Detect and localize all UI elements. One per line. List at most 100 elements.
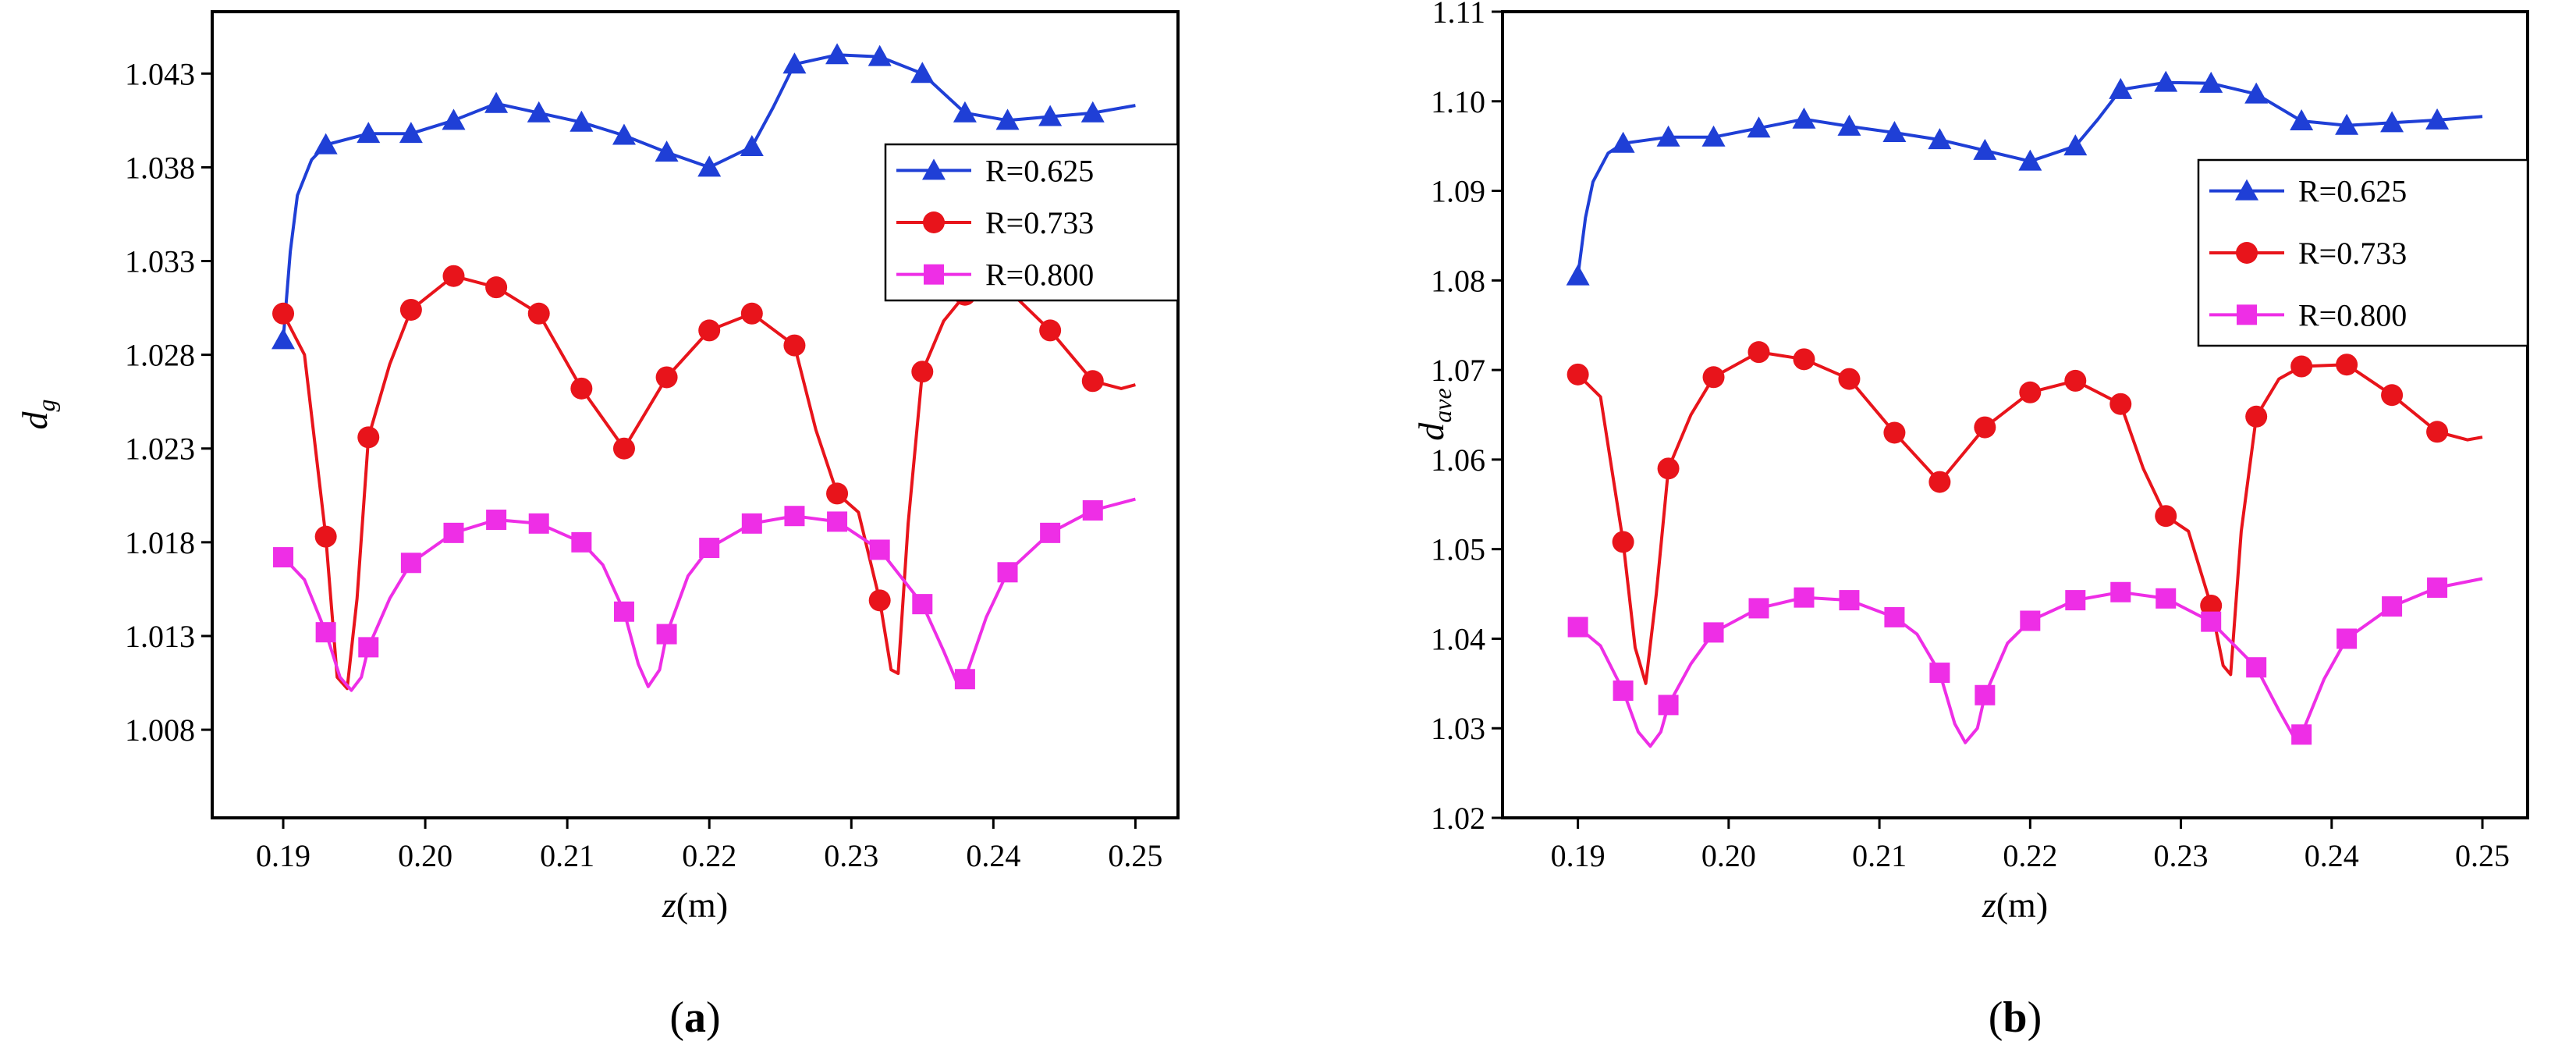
data-point bbox=[443, 522, 464, 543]
data-point bbox=[1566, 264, 1590, 286]
data-point bbox=[1882, 120, 1907, 142]
data-point bbox=[784, 506, 805, 527]
y-tick-label: 1.028 bbox=[125, 338, 195, 373]
data-point bbox=[1974, 416, 1996, 439]
data-point bbox=[315, 622, 336, 643]
y-tick-label: 1.008 bbox=[125, 713, 195, 748]
legend-marker bbox=[922, 158, 946, 180]
y-tick-label: 1.09 bbox=[1431, 174, 1485, 209]
data-point bbox=[911, 361, 934, 383]
data-point bbox=[314, 525, 337, 548]
y-tick-label: 1.013 bbox=[125, 619, 195, 654]
data-point bbox=[1973, 138, 1997, 160]
data-point bbox=[2245, 405, 2268, 428]
data-point bbox=[868, 44, 892, 66]
data-point bbox=[954, 669, 975, 690]
data-point bbox=[1838, 368, 1861, 390]
data-point bbox=[1658, 695, 1679, 716]
series-line bbox=[1577, 577, 2483, 748]
plot-frame bbox=[211, 10, 1180, 819]
data-point bbox=[2425, 108, 2450, 130]
legend-label: R=0.733 bbox=[985, 205, 1094, 240]
data-point bbox=[741, 513, 762, 534]
data-point bbox=[2336, 628, 2358, 649]
data-point bbox=[2063, 134, 2088, 156]
x-tick-label: 0.20 bbox=[398, 838, 452, 873]
x-tick-label: 0.22 bbox=[682, 838, 736, 873]
data-point bbox=[1040, 522, 1061, 543]
data-point bbox=[273, 547, 294, 568]
x-axis-unit: (m) bbox=[1996, 885, 2048, 925]
data-point bbox=[655, 140, 679, 162]
data-point bbox=[399, 298, 422, 321]
legend-marker bbox=[924, 264, 944, 285]
data-point bbox=[358, 637, 379, 658]
data-point bbox=[1929, 663, 1950, 684]
legend-label: R=0.625 bbox=[2298, 174, 2407, 209]
data-point bbox=[2019, 381, 2042, 403]
legend-label: R=0.625 bbox=[985, 153, 1094, 188]
panel-label-close: ) bbox=[706, 993, 721, 1042]
data-point bbox=[612, 437, 635, 460]
series-R=0.625 bbox=[1566, 70, 2483, 286]
y-tick-label: 1.033 bbox=[125, 244, 195, 279]
chart-panel-a: 0.19 0.20 0.21 0.22 0.23 0.24 0.25 1.008 1.013 1.… bbox=[15, 10, 1180, 1042]
data-point bbox=[655, 366, 678, 389]
data-point bbox=[1611, 131, 1635, 153]
data-point bbox=[1039, 319, 1062, 342]
x-tick-label: 0.19 bbox=[256, 838, 310, 873]
data-point bbox=[912, 594, 933, 615]
data-point bbox=[868, 589, 891, 612]
data-point bbox=[1928, 471, 1951, 493]
series-R=0.800 bbox=[273, 497, 1136, 692]
data-point bbox=[2335, 113, 2359, 135]
data-point bbox=[1748, 598, 1769, 619]
legend-label: R=0.800 bbox=[2298, 297, 2407, 332]
data-point bbox=[1839, 590, 1860, 611]
data-point bbox=[953, 101, 977, 123]
x-tick-label: 0.22 bbox=[2003, 838, 2057, 873]
data-point bbox=[997, 562, 1018, 583]
data-point bbox=[486, 510, 507, 531]
data-point bbox=[699, 538, 720, 559]
x-tick-label: 0.23 bbox=[2154, 838, 2209, 873]
legend-marker bbox=[2237, 304, 2257, 325]
x-axis-variable: z bbox=[662, 885, 676, 925]
legend-marker bbox=[2236, 242, 2258, 264]
data-point bbox=[442, 265, 465, 287]
data-point bbox=[2244, 82, 2269, 104]
data-point bbox=[2246, 657, 2267, 678]
data-point bbox=[2156, 588, 2177, 609]
data-point bbox=[357, 426, 380, 449]
y-tick-label: 1.023 bbox=[125, 432, 195, 467]
series-line bbox=[282, 497, 1136, 692]
y-tick-label: 1.05 bbox=[1431, 532, 1485, 567]
data-point bbox=[2380, 111, 2404, 133]
plot-frame bbox=[1501, 10, 2529, 819]
y-axis-title: dg bbox=[15, 400, 60, 430]
data-point bbox=[827, 511, 848, 532]
data-point bbox=[1613, 681, 1634, 702]
data-point bbox=[528, 513, 549, 534]
panel-label-close: ) bbox=[2028, 993, 2042, 1042]
data-point bbox=[826, 482, 849, 505]
panel-label-open: ( bbox=[1989, 993, 2003, 1042]
data-point bbox=[2381, 384, 2404, 407]
series-R=0.733 bbox=[1567, 341, 2483, 685]
data-point bbox=[357, 122, 381, 144]
data-point bbox=[442, 108, 466, 130]
data-point bbox=[272, 302, 295, 325]
y-tick-label: 1.04 bbox=[1431, 621, 1485, 656]
panel-label-open: ( bbox=[669, 993, 684, 1042]
data-point bbox=[485, 276, 508, 299]
y-tick-label: 1.018 bbox=[125, 525, 195, 560]
data-point bbox=[2290, 355, 2313, 378]
data-point bbox=[399, 122, 423, 144]
x-tick-label: 0.23 bbox=[824, 838, 878, 873]
x-axis-title: z(m) bbox=[1982, 885, 2048, 925]
legend-label: R=0.733 bbox=[2298, 236, 2407, 271]
data-point bbox=[2290, 109, 2314, 131]
y-tick-label: 1.07 bbox=[1431, 353, 1485, 388]
y-axis-title: dave bbox=[1411, 388, 1457, 440]
x-axis-unit: (m) bbox=[676, 885, 728, 925]
